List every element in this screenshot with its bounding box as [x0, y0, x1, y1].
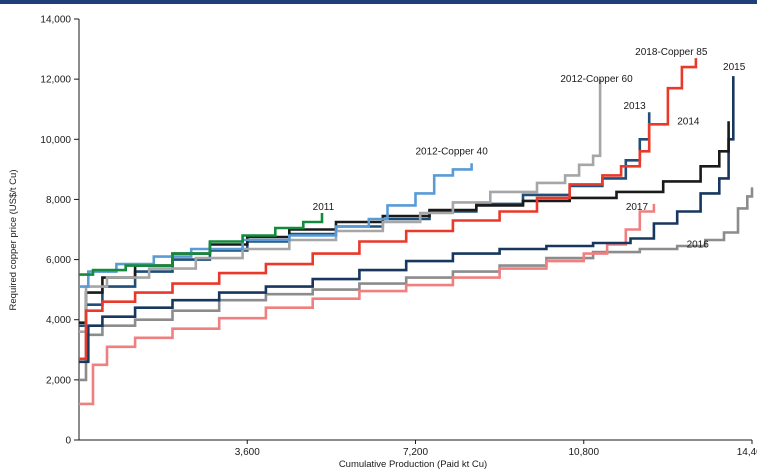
- series-label-2012-copper-40: 2012-Copper 40: [416, 146, 489, 157]
- series-label-2011: 2011: [313, 202, 335, 213]
- series-label-2014: 2014: [677, 116, 700, 127]
- x-tick-label: 14,400: [737, 447, 757, 458]
- y-axis-title: Required copper price (US$/t Cu): [8, 170, 19, 311]
- series-line-2017: [79, 204, 654, 404]
- series-label-2016: 2016: [687, 240, 710, 251]
- x-axis: 3,600 7,200 10,800 14,400: [79, 440, 757, 458]
- y-axis: 0 2,000 4,000 6,000 8,000 10,000 12,000 14,000: [40, 15, 79, 447]
- series-label-2017: 2017: [626, 202, 649, 213]
- x-axis-title: Cumulative Production (Paid kt Cu): [339, 459, 487, 470]
- y-tick-label: 6,000: [46, 255, 71, 266]
- x-tick-label: 3,600: [235, 447, 260, 458]
- y-tick-label: 4,000: [46, 315, 71, 326]
- y-tick-label: 14,000: [40, 15, 71, 26]
- y-tick-label: 2,000: [46, 375, 71, 386]
- series-label-2015: 2015: [723, 62, 746, 73]
- series-layer: [79, 58, 752, 404]
- x-tick-label: 10,800: [568, 447, 599, 458]
- y-tick-label: 10,000: [40, 135, 71, 146]
- series-label-2013: 2013: [623, 101, 646, 112]
- y-tick-label: 12,000: [40, 75, 71, 86]
- series-label-2018-copper-85: 2018-Copper 85: [635, 47, 708, 58]
- series-label-2012-copper-60: 2012-Copper 60: [560, 74, 633, 85]
- x-tick-label: 7,200: [403, 447, 428, 458]
- y-tick-label: 8,000: [46, 195, 71, 206]
- y-tick-label: 0: [65, 436, 71, 447]
- series-line-2012-copper-40: [79, 163, 472, 286]
